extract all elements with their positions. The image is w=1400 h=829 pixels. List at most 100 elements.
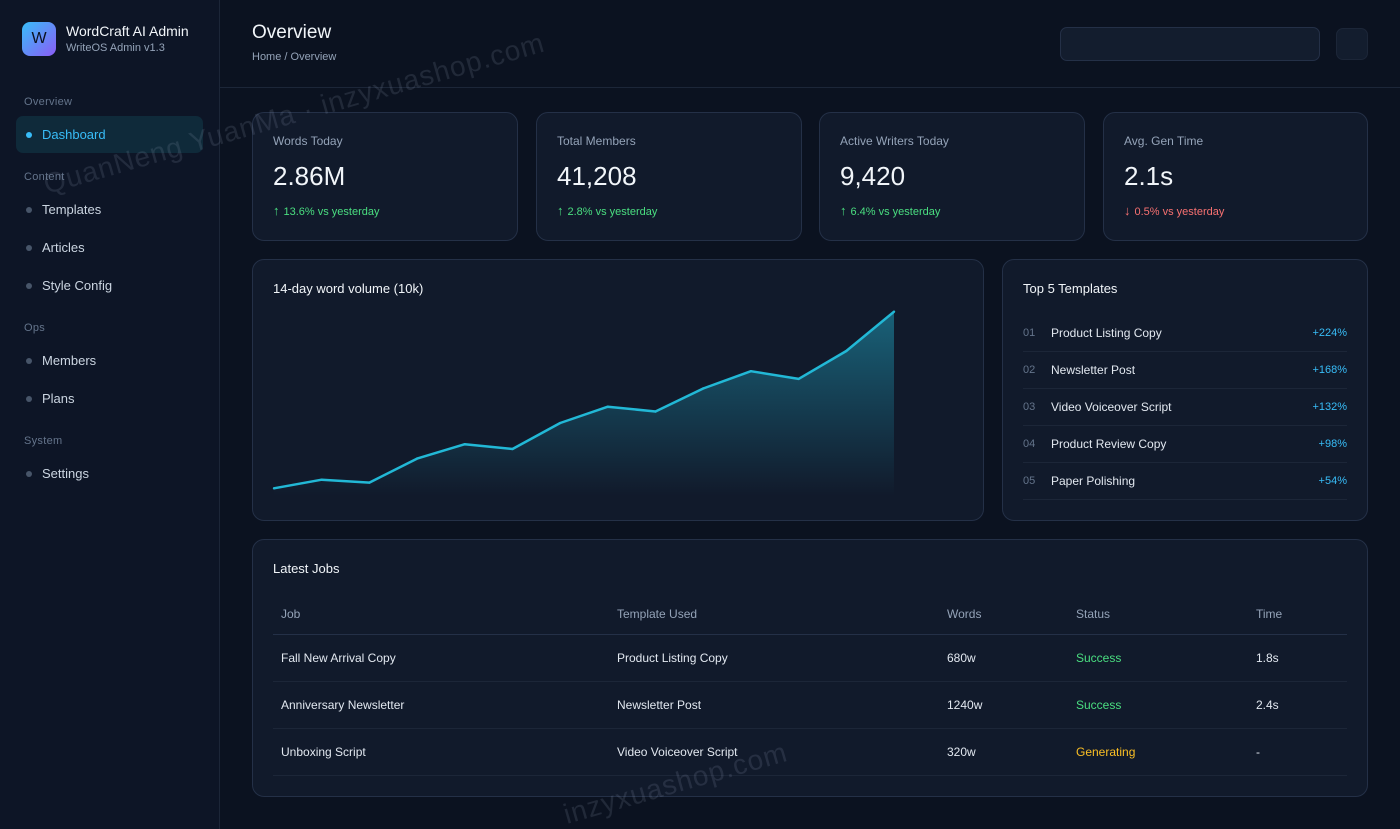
area-fill — [274, 311, 894, 496]
top-templates-card: Top 5 Templates 01 Product Listing Copy … — [1002, 259, 1368, 521]
sidebar-item-members[interactable]: Members — [16, 342, 203, 379]
template-rank-row[interactable]: 05 Paper Polishing +54% — [1023, 463, 1347, 500]
rank-number: 04 — [1023, 438, 1036, 450]
status-badge: Generating — [1076, 745, 1136, 759]
job-template: Video Voiceover Script — [617, 745, 738, 759]
search-input[interactable] — [1060, 27, 1320, 61]
brand[interactable]: W WordCraft AI Admin WriteOS Admin v1.3 — [22, 22, 189, 56]
job-name: Anniversary Newsletter — [281, 698, 405, 712]
word-volume-chart-card: 14-day word volume (10k) — [252, 259, 984, 521]
arrow-up-icon: ↑ — [273, 203, 280, 218]
data-point[interactable] — [749, 370, 753, 373]
table-header: Job Template Used Words Status Time — [273, 593, 1347, 635]
sidebar-item-style-config[interactable]: Style Config — [16, 267, 203, 304]
sidebar-item-label: Articles — [42, 240, 85, 255]
template-rank-row[interactable]: 04 Product Review Copy +98% — [1023, 426, 1347, 463]
bullet-icon — [26, 206, 32, 213]
stat-label: Active Writers Today — [840, 134, 949, 148]
data-point[interactable] — [320, 478, 323, 481]
status-badge: Success — [1076, 651, 1122, 665]
latest-jobs-card: Latest Jobs Job Template Used Words Stat… — [252, 539, 1368, 797]
latest-jobs-title: Latest Jobs — [273, 561, 340, 576]
sidebar-item-dashboard[interactable]: Dashboard — [16, 116, 203, 153]
template-change: +98% — [1318, 438, 1347, 450]
stat-value: 41,208 — [557, 161, 637, 191]
template-rank-row[interactable]: 03 Video Voiceover Script +132% — [1023, 389, 1347, 426]
data-point[interactable] — [654, 410, 657, 413]
nav-section-overview: Overview — [24, 96, 73, 108]
stat-card-avg-gen-time: Avg. Gen Time 2.1s ↓ 0.5% vs yesterday — [1103, 112, 1368, 241]
job-words: 680w — [947, 651, 976, 665]
data-point[interactable] — [845, 349, 848, 353]
arrow-down-icon: ↓ — [1124, 203, 1131, 218]
job-name: Fall New Arrival Copy — [281, 651, 396, 665]
brand-title: WordCraft AI Admin — [66, 23, 189, 39]
bullet-icon — [26, 282, 32, 289]
data-point[interactable] — [558, 421, 562, 425]
bullet-icon — [26, 244, 32, 251]
column-header-status: Status — [1076, 606, 1111, 621]
table-row[interactable]: Fall New Arrival Copy Product Listing Co… — [273, 635, 1347, 682]
column-header-template: Template Used — [617, 606, 698, 621]
brand-logo-icon: W — [22, 22, 56, 56]
top-templates-title: Top 5 Templates — [1023, 281, 1118, 296]
stat-card-active-writers: Active Writers Today 9,420 ↑ 6.4% vs yest… — [819, 112, 1085, 241]
stat-delta: ↑ 13.6% vs yesterday — [273, 203, 380, 218]
nav-section-system: System — [24, 435, 63, 447]
stat-label: Words Today — [273, 134, 343, 148]
template-change: +54% — [1318, 475, 1347, 487]
table-row[interactable]: Anniversary Newsletter Newsletter Post 1… — [273, 682, 1347, 729]
stat-label: Total Members — [557, 134, 636, 148]
rank-number: 02 — [1023, 364, 1036, 376]
template-rank-row[interactable]: 01 Product Listing Copy +224% — [1023, 315, 1347, 352]
sidebar-item-settings[interactable]: Settings — [16, 455, 203, 492]
data-point[interactable] — [702, 387, 705, 390]
sidebar-item-plans[interactable]: Plans — [16, 380, 203, 417]
data-point[interactable] — [892, 310, 896, 313]
stat-label: Avg. Gen Time — [1124, 134, 1204, 148]
nav-section-ops: Ops — [24, 322, 46, 334]
series-line — [273, 310, 895, 490]
stat-card-total-members: Total Members 41,208 ↑ 2.8% vs yesterday — [536, 112, 802, 241]
job-template: Newsletter Post — [617, 698, 702, 712]
template-rank-row[interactable]: 02 Newsletter Post +168% — [1023, 352, 1347, 389]
page-title: Overview — [252, 22, 332, 43]
word-volume-chart — [272, 310, 896, 496]
stat-delta: ↑ 2.8% vs yesterday — [557, 203, 658, 218]
job-time: - — [1256, 745, 1260, 759]
sidebar-item-label: Style Config — [42, 278, 113, 293]
data-point[interactable] — [511, 447, 514, 451]
sidebar-item-label: Members — [42, 353, 97, 368]
sidebar-item-label: Settings — [42, 466, 89, 481]
sidebar-item-templates[interactable]: Templates — [16, 191, 203, 228]
table-row[interactable]: Unboxing Script Video Voiceover Script 3… — [273, 729, 1347, 776]
template-name: Video Voiceover Script — [1051, 400, 1172, 414]
column-header-words: Words — [947, 606, 982, 621]
sidebar-item-label: Templates — [42, 202, 102, 217]
rank-number: 05 — [1023, 475, 1036, 487]
arrow-up-icon: ↑ — [840, 203, 847, 218]
data-point[interactable] — [368, 481, 371, 484]
template-change: +224% — [1312, 327, 1347, 339]
data-point[interactable] — [797, 377, 800, 381]
page-header: Overview Home / Overview — [220, 0, 1400, 88]
stat-card-words-today: Words Today 2.86M ↑ 13.6% vs yesterday — [252, 112, 518, 241]
stat-value: 2.86M — [273, 161, 346, 191]
brand-subtitle: WriteOS Admin v1.3 — [66, 42, 165, 54]
job-words: 1240w — [947, 698, 983, 712]
sidebar-item-articles[interactable]: Articles — [16, 229, 203, 266]
template-name: Product Review Copy — [1051, 437, 1167, 451]
data-point[interactable] — [463, 442, 466, 446]
stat-value: 2.1s — [1124, 161, 1174, 191]
data-point[interactable] — [272, 487, 276, 490]
sidebar-item-label: Dashboard — [42, 127, 106, 142]
data-point[interactable] — [415, 457, 419, 460]
header-action-button[interactable] — [1336, 28, 1368, 60]
template-name: Product Listing Copy — [1051, 326, 1162, 340]
breadcrumb[interactable]: Home / Overview — [252, 51, 337, 63]
data-point[interactable] — [606, 405, 610, 408]
job-name: Unboxing Script — [281, 745, 366, 759]
nav-section-content: Content — [24, 171, 65, 183]
arrow-up-icon: ↑ — [557, 203, 564, 218]
sidebar: W WordCraft AI Admin WriteOS Admin v1.3 … — [0, 0, 220, 829]
